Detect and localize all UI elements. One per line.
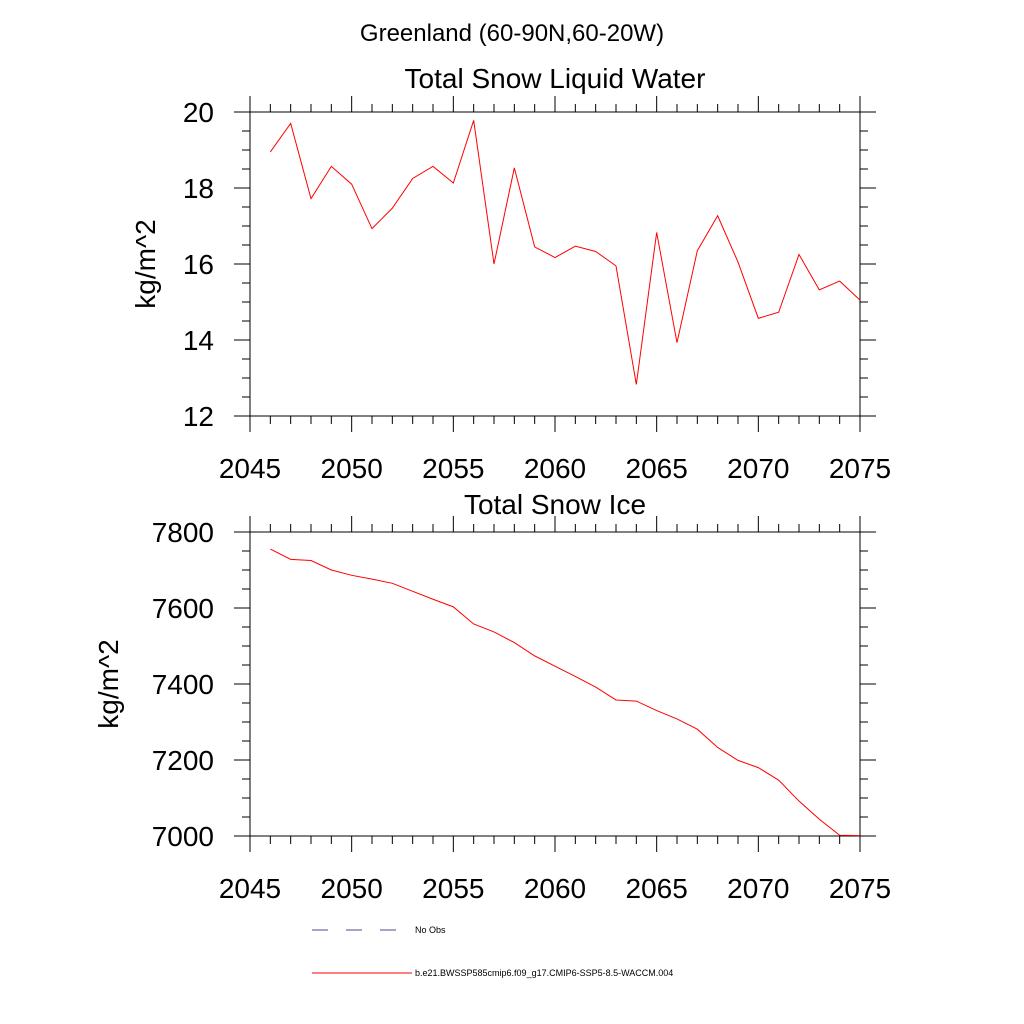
x-tick-label-snow-ice: 2045: [219, 873, 281, 904]
series-line-liquid-water: [269, 120, 861, 385]
y-tick-label-liquid-water: 12: [183, 401, 214, 432]
y-axis-label-liquid-water: kg/m^2: [130, 219, 161, 308]
chart-title-snow-ice: Total Snow Ice: [464, 489, 646, 520]
plot-frame-snow-ice: [249, 531, 861, 837]
y-tick-label-snow-ice: 7400: [152, 669, 214, 700]
x-tick-label-liquid-water: 2075: [829, 453, 891, 484]
legend-label-no-obs: No Obs: [415, 925, 446, 935]
y-tick-label-liquid-water: 20: [183, 97, 214, 128]
chart-title-liquid-water: Total Snow Liquid Water: [405, 63, 706, 94]
y-axis-label-snow-ice: kg/m^2: [93, 639, 124, 728]
x-tick-label-liquid-water: 2060: [524, 453, 586, 484]
x-tick-label-snow-ice: 2070: [727, 873, 789, 904]
x-tick-label-liquid-water: 2045: [219, 453, 281, 484]
y-tick-label-snow-ice: 7200: [152, 745, 214, 776]
x-tick-label-snow-ice: 2055: [422, 873, 484, 904]
y-tick-label-liquid-water: 18: [183, 173, 214, 204]
x-tick-label-liquid-water: 2070: [727, 453, 789, 484]
y-tick-label-snow-ice: 7800: [152, 517, 214, 548]
y-tick-label-liquid-water: 14: [183, 325, 214, 356]
x-tick-label-liquid-water: 2055: [422, 453, 484, 484]
x-tick-label-liquid-water: 2065: [626, 453, 688, 484]
x-tick-label-snow-ice: 2065: [626, 873, 688, 904]
y-tick-label-snow-ice: 7000: [152, 821, 214, 852]
x-tick-label-liquid-water: 2050: [321, 453, 383, 484]
x-tick-label-snow-ice: 2050: [321, 873, 383, 904]
legend: No Obs b.e21.BWSSP585cmip6.f09_g17.CMIP6…: [312, 925, 673, 978]
x-tick-label-snow-ice: 2075: [829, 873, 891, 904]
y-tick-label-liquid-water: 16: [183, 249, 214, 280]
series-line-snow-ice: [270, 548, 861, 837]
panel-snow-ice: Total Snow Ice kg/m^2 2045 2050 2055 2060 2065…: [93, 489, 891, 904]
legend-label-model: b.e21.BWSSP585cmip6.f09_g17.CMIP6-SSP5-8…: [415, 968, 673, 978]
plot-frame-liquid-water: [249, 111, 861, 417]
panel-snow-liquid-water: Total Snow Liquid Water kg/m^2 2045 2050 205…: [130, 63, 891, 484]
x-tick-label-snow-ice: 2060: [524, 873, 586, 904]
figure-title: Greenland (60-90N,60-20W): [360, 20, 664, 47]
y-tick-label-snow-ice: 7600: [152, 593, 214, 624]
